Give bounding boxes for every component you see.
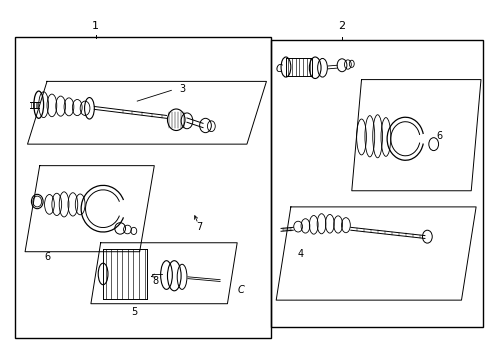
Text: 2: 2 [338,21,345,31]
Text: 5: 5 [131,307,138,316]
Text: 6: 6 [436,131,442,141]
Text: 7: 7 [196,222,203,232]
Text: 4: 4 [297,249,303,259]
Text: C: C [275,64,282,74]
Bar [271,40,483,327]
Text: 3: 3 [179,84,185,94]
Text: 6: 6 [44,252,50,262]
Text: C: C [237,285,244,295]
Text: 8: 8 [152,276,159,286]
Text: 1: 1 [92,21,99,31]
Bar [15,37,271,338]
